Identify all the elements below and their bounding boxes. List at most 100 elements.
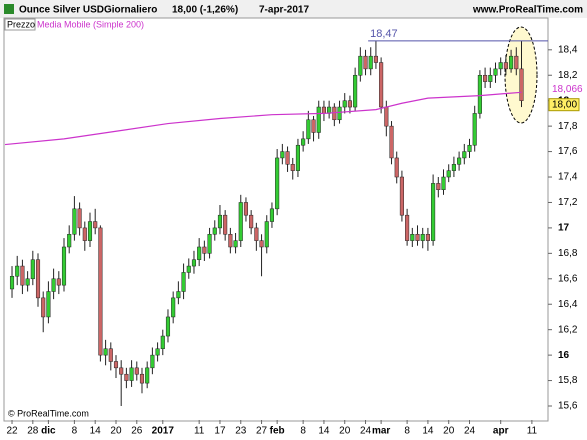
candle-body (56, 278, 61, 286)
candle-body (373, 55, 378, 63)
candle-body (139, 373, 145, 384)
x-tick-label: 14 (318, 426, 330, 437)
candle-body (280, 151, 285, 159)
x-tick-label: 26 (131, 426, 143, 437)
candle-body (160, 335, 165, 350)
header-bar (0, 0, 587, 18)
x-tick-label: 27 (256, 426, 268, 437)
candle-body (134, 367, 139, 375)
candle-body (77, 208, 82, 229)
candle-body (129, 367, 134, 381)
candle-body (269, 208, 275, 222)
candle-body (347, 100, 352, 108)
x-tick-label: 24 (464, 426, 476, 437)
candle-body (498, 62, 503, 70)
candle-body (41, 297, 46, 318)
candle-body (436, 183, 441, 190)
x-tick-label: dic (41, 426, 56, 437)
candle-body (425, 234, 430, 241)
candle-body (493, 68, 498, 76)
candle-body (342, 100, 347, 108)
candle-body (358, 55, 363, 76)
candle-body (20, 265, 25, 286)
x-tick-label: 8 (300, 426, 306, 437)
candle-body (82, 227, 87, 241)
x-tick-label: 23 (235, 426, 247, 437)
y-tick-label: 16,8 (558, 248, 578, 259)
x-tick-label: apr (493, 426, 509, 437)
candle-body (30, 259, 35, 280)
candle-body (223, 214, 228, 235)
candle-body (51, 278, 56, 292)
candle-body (306, 119, 311, 140)
legend-price: Prezzo (7, 19, 35, 29)
candle-body (488, 74, 493, 82)
y-tick-label: 17,2 (558, 197, 578, 208)
period: Giornaliero (104, 5, 157, 16)
candle-body (202, 246, 207, 254)
candle-body (462, 151, 467, 159)
candle-body (384, 106, 389, 127)
legend-box (4, 18, 36, 31)
candle-body (415, 234, 420, 241)
candle-body (249, 214, 254, 229)
candle-body (519, 68, 524, 101)
y-tick-label: 17,6 (558, 146, 578, 157)
candle-body (337, 106, 342, 121)
x-tick-label: 8 (72, 426, 78, 437)
candle-body (103, 348, 108, 356)
moving-average (4, 91, 522, 146)
candle-body (150, 354, 155, 369)
candle-body (394, 157, 399, 178)
candle-body (243, 202, 249, 216)
candle-body (379, 62, 384, 108)
legend-ma: Media Mobile (Simple 200) (37, 19, 144, 29)
y-tick-label: 17,4 (558, 172, 578, 183)
last-label: 18,066 (552, 84, 583, 95)
candle-body (431, 183, 436, 241)
candle-body (207, 234, 212, 254)
candle-body (290, 164, 295, 171)
last-label: 18,00 (552, 99, 577, 110)
candle-body (389, 125, 394, 159)
icon (4, 4, 14, 14)
candle-body (503, 62, 508, 70)
candle-body (72, 208, 77, 235)
candle-body (197, 246, 202, 260)
candle-body (176, 291, 181, 299)
y-tick-label: 17,8 (558, 121, 578, 132)
candle-body (446, 170, 451, 178)
x-tick-label: 24 (360, 426, 372, 437)
last-price: 18,00 (-1,26%) (172, 5, 238, 16)
candle-body (98, 227, 103, 356)
candle-body (264, 221, 269, 248)
candle-body (217, 214, 223, 229)
candle-body (332, 106, 337, 121)
x-tick-label: 28 (27, 426, 39, 437)
candle-body (145, 367, 150, 384)
candle-body (353, 74, 358, 108)
x-tick-label: 22 (6, 426, 18, 437)
x-tick-label: 20 (443, 426, 455, 437)
candle-body (420, 234, 425, 241)
candle-body (113, 361, 119, 369)
candle-body (363, 55, 368, 70)
candle-body (321, 106, 326, 114)
candle-body (25, 278, 30, 286)
resistance-label: 18,47 (370, 28, 398, 40)
candle-body (67, 234, 72, 248)
x-tick-label: 17 (214, 426, 226, 437)
y-tick-label: 18,2 (558, 70, 578, 81)
date: 7-apr-2017 (259, 5, 309, 16)
y-tick-label: 15,6 (558, 401, 578, 412)
x-tick-label: 2017 (152, 426, 175, 437)
instrument: Ounce Silver USD (19, 5, 104, 16)
candle-body (285, 151, 290, 165)
candle-body (295, 144, 300, 171)
candle-body (457, 157, 462, 165)
x-tick-label: 20 (339, 426, 351, 437)
candle-body (108, 348, 113, 362)
candle-body (46, 291, 51, 318)
x-tick-label: mar (372, 426, 390, 437)
